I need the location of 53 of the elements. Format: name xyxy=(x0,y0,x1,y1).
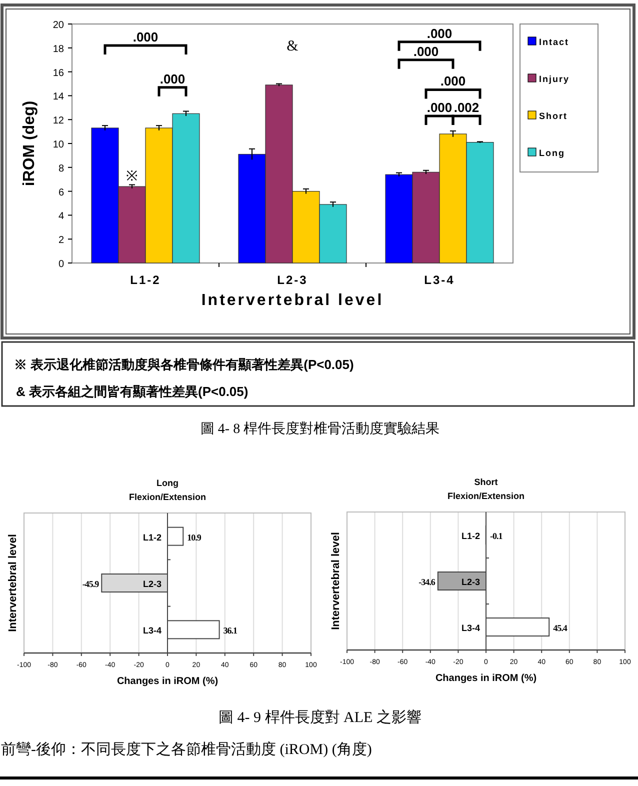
annotation: & xyxy=(286,38,299,54)
legend-label: Long xyxy=(539,148,565,158)
chart-title: Long xyxy=(156,478,178,488)
legend-label: Short xyxy=(539,111,568,121)
annotation: .002 xyxy=(454,100,480,116)
legend-label: Intact xyxy=(539,37,570,47)
x-tick-label: L2-3 xyxy=(277,273,308,287)
y-tick-label: 8 xyxy=(58,163,64,174)
annotation: .000 xyxy=(426,100,452,116)
y-tick-label: 18 xyxy=(52,44,64,55)
y-tick-label: 16 xyxy=(52,68,64,79)
annotation: .000 xyxy=(413,44,439,59)
annotation: .000 xyxy=(440,74,466,89)
legend-label: Injury xyxy=(539,74,570,84)
y-tick-label: 6 xyxy=(58,187,64,198)
y-tick-label: L1-2 xyxy=(461,531,480,541)
data-label: -34.6 xyxy=(418,577,436,587)
y-tick-label: 20 xyxy=(52,20,64,31)
y-axis-title: Intervertebral level xyxy=(330,532,342,630)
y-tick-label: L1-2 xyxy=(142,532,162,542)
annotation: .000 xyxy=(132,30,158,45)
annotation: .000 xyxy=(160,71,186,86)
text: 前彎-後仰：不同長度下之各節椎骨活動度 (iROM) (角度) xyxy=(1,741,372,758)
y-tick-label: L3-4 xyxy=(142,626,162,636)
y-tick-label: 12 xyxy=(52,116,64,127)
chart-subtitle: Flexion/Extension xyxy=(128,492,206,502)
y-tick-label: 4 xyxy=(58,211,64,222)
y-tick-label: L3-4 xyxy=(461,623,480,633)
x-axis-title: Intervertebral level xyxy=(201,292,384,309)
x-axis-title: Changes in iROM (%) xyxy=(116,676,218,687)
y-tick-label: 0 xyxy=(58,259,64,270)
text: & 表示各組之間皆有顯著性差異(P<0.05) xyxy=(16,384,248,399)
y-tick-label: 14 xyxy=(52,92,64,103)
y-axis-title: iROM (deg) xyxy=(21,100,38,186)
data-label: 10.9 xyxy=(187,532,202,542)
y-tick-label: 2 xyxy=(58,235,64,246)
chart-subtitle: Flexion/Extension xyxy=(447,491,525,501)
text: ※ 表示退化椎節活動度與各椎骨條件有顯著性差異(P<0.05) xyxy=(14,357,354,372)
data-label: 45.4 xyxy=(553,623,568,633)
data-label: -0.1 xyxy=(490,531,504,541)
x-axis-title: Changes in iROM (%) xyxy=(435,673,537,684)
data-label: -45.9 xyxy=(82,579,100,589)
y-tick-label: L2-3 xyxy=(142,579,162,589)
annotation: .000 xyxy=(426,26,452,41)
annotation: ※ xyxy=(126,168,138,184)
x-tick-label: L3-4 xyxy=(424,273,455,287)
y-axis-title: Intervertebral level xyxy=(7,534,19,632)
y-tick-label: L2-3 xyxy=(461,577,480,587)
y-tick-label: 10 xyxy=(52,140,64,150)
caption: 圖 4- 9 桿件長度對 ALE 之影響 xyxy=(218,709,422,726)
chart-title: Short xyxy=(474,477,498,487)
caption: 圖 4- 8 桿件長度對椎骨活動度實驗結果 xyxy=(200,421,440,437)
data-label: 36.1 xyxy=(223,626,238,636)
